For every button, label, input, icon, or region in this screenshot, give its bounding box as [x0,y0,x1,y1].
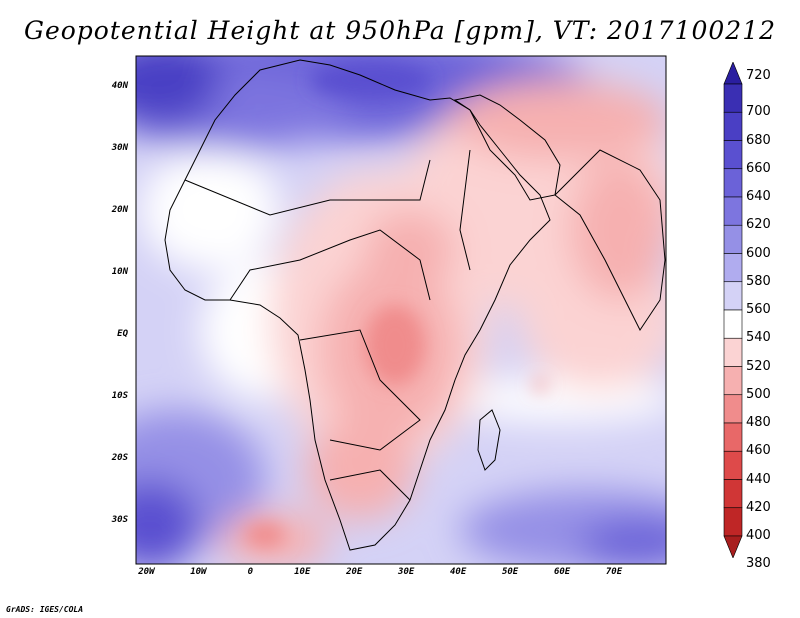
colorbar-swatch [723,507,743,537]
colorbar-label: 620 [746,217,771,233]
colorbar-swatch [723,422,743,452]
colorbar-label: 700 [746,104,771,120]
lon-label: 20E [346,567,363,577]
lat-label: 30S [111,514,128,525]
colorbar-swatch [723,535,743,558]
colorbar-swatch [723,450,743,480]
lon-label: 0 [247,567,254,577]
colorbar-swatch [723,309,743,339]
colorbar-label: 600 [746,245,771,261]
colorbar-swatch [723,366,743,396]
colorbar-label: 640 [746,189,771,204]
colorbar-label: 580 [746,273,771,289]
colorbar-label: 540 [746,330,771,346]
coastlines [164,59,666,551]
lon-label: 60E [553,567,571,577]
colorbar-swatch [723,140,743,170]
colorbar-label: 420 [746,499,771,515]
lon-label: 20W [138,567,155,577]
colorbar-label: 480 [746,415,771,430]
lat-label: 30N [111,142,128,153]
colorbar-label: 460 [746,443,771,459]
colorbar-swatch [723,196,743,226]
lon-label: 10E [294,567,311,577]
colorbar-swatch [723,281,743,311]
colorbar-swatch [723,168,743,198]
lat-label: 40N [111,80,128,91]
colorbar-swatch [723,224,743,254]
height-field [136,56,666,564]
grads-credit: GrADS: IGES/COLA [6,605,84,614]
colorbar-swatch [723,479,743,509]
lat-label: 10S [111,390,128,401]
lon-label: 70E [605,567,623,577]
colorbar-swatch [723,111,743,141]
colorbar-label: 380 [746,556,771,572]
lon-label: 50E [501,567,519,577]
colorbar-label: 560 [746,302,771,317]
colorbar-label: 660 [746,160,771,176]
lat-label: 10N [111,266,128,277]
colorbar [723,62,743,558]
lat-label: 20S [111,452,128,463]
colorbar-label: 520 [746,358,771,374]
colorbar-swatch [723,394,743,424]
lat-label: 20N [111,204,128,215]
colorbar-label: 400 [746,528,771,543]
lon-label: 40E [450,567,467,577]
colorbar-swatch [723,253,743,283]
lat-label: EQ [117,328,128,339]
map-title: Geopotential Height at 950hPa [gpm], VT:… [23,16,777,45]
colorbar-label: 680 [746,132,771,148]
colorbar-label: 500 [746,386,771,402]
colorbar-label: 440 [746,471,771,487]
lon-label: 30E [398,567,415,577]
lon-label: 10W [190,567,207,577]
colorbar-swatch [723,337,743,367]
colorbar-swatch [723,83,743,113]
colorbar-swatch [723,62,743,85]
colorbar-label: 720 [746,68,771,83]
